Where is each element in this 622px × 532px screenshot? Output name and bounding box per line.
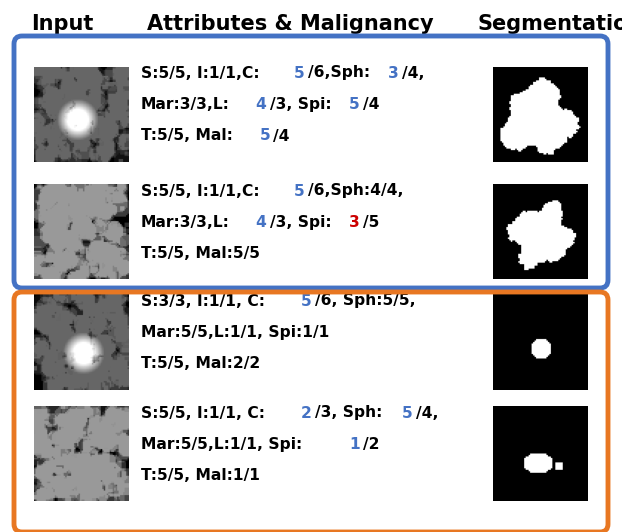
Text: S:5/5, I:1/1, C:: S:5/5, I:1/1, C: (141, 405, 265, 420)
Text: T:5/5, Mal:1/1: T:5/5, Mal:1/1 (141, 469, 260, 484)
Text: 4: 4 (256, 215, 267, 230)
Text: 5: 5 (294, 65, 305, 80)
Text: 3: 3 (349, 215, 360, 230)
Text: 3: 3 (388, 65, 399, 80)
Text: S:5/5, I:1/1,C:: S:5/5, I:1/1,C: (141, 184, 259, 198)
Text: Mar:5/5,L:1/1, Spi:1/1: Mar:5/5,L:1/1, Spi:1/1 (141, 325, 330, 340)
Text: 5: 5 (301, 294, 312, 309)
Text: 4: 4 (256, 97, 267, 112)
Text: /4: /4 (363, 97, 379, 112)
Text: T:5/5, Mal:: T:5/5, Mal: (141, 129, 233, 144)
Text: Mar:3/3,L:: Mar:3/3,L: (141, 215, 230, 230)
Text: 2: 2 (301, 405, 312, 420)
Text: 5: 5 (349, 97, 360, 112)
Text: /3, Sph:: /3, Sph: (315, 405, 383, 420)
Text: T:5/5, Mal:5/5: T:5/5, Mal:5/5 (141, 246, 260, 262)
Text: Input: Input (31, 14, 93, 34)
Text: Mar:5/5,L:1/1, Spi:: Mar:5/5,L:1/1, Spi: (141, 437, 302, 452)
Text: /6,Sph:4/4,: /6,Sph:4/4, (308, 184, 404, 198)
Text: 1: 1 (349, 437, 360, 452)
Text: /4: /4 (274, 129, 290, 144)
Text: T:5/5, Mal:2/2: T:5/5, Mal:2/2 (141, 356, 260, 371)
Text: Attributes & Malignancy: Attributes & Malignancy (147, 14, 434, 34)
Text: /6,Sph:: /6,Sph: (308, 65, 370, 80)
Text: S:5/5, I:1/1,C:: S:5/5, I:1/1,C: (141, 65, 259, 80)
Text: /2: /2 (363, 437, 379, 452)
Text: /3, Spi:: /3, Spi: (270, 215, 332, 230)
Text: /4,: /4, (416, 405, 439, 420)
Text: S:3/3, I:1/1, C:: S:3/3, I:1/1, C: (141, 294, 265, 309)
Text: Mar:3/3,L:: Mar:3/3,L: (141, 97, 230, 112)
Text: /4,: /4, (402, 65, 424, 80)
Text: Segmentation: Segmentation (477, 14, 622, 34)
Text: 5: 5 (402, 405, 413, 420)
Text: /6, Sph:5/5,: /6, Sph:5/5, (315, 294, 415, 309)
Text: /3, Spi:: /3, Spi: (270, 97, 332, 112)
Text: 5: 5 (294, 184, 305, 198)
Text: 5: 5 (259, 129, 271, 144)
Text: /5: /5 (363, 215, 379, 230)
